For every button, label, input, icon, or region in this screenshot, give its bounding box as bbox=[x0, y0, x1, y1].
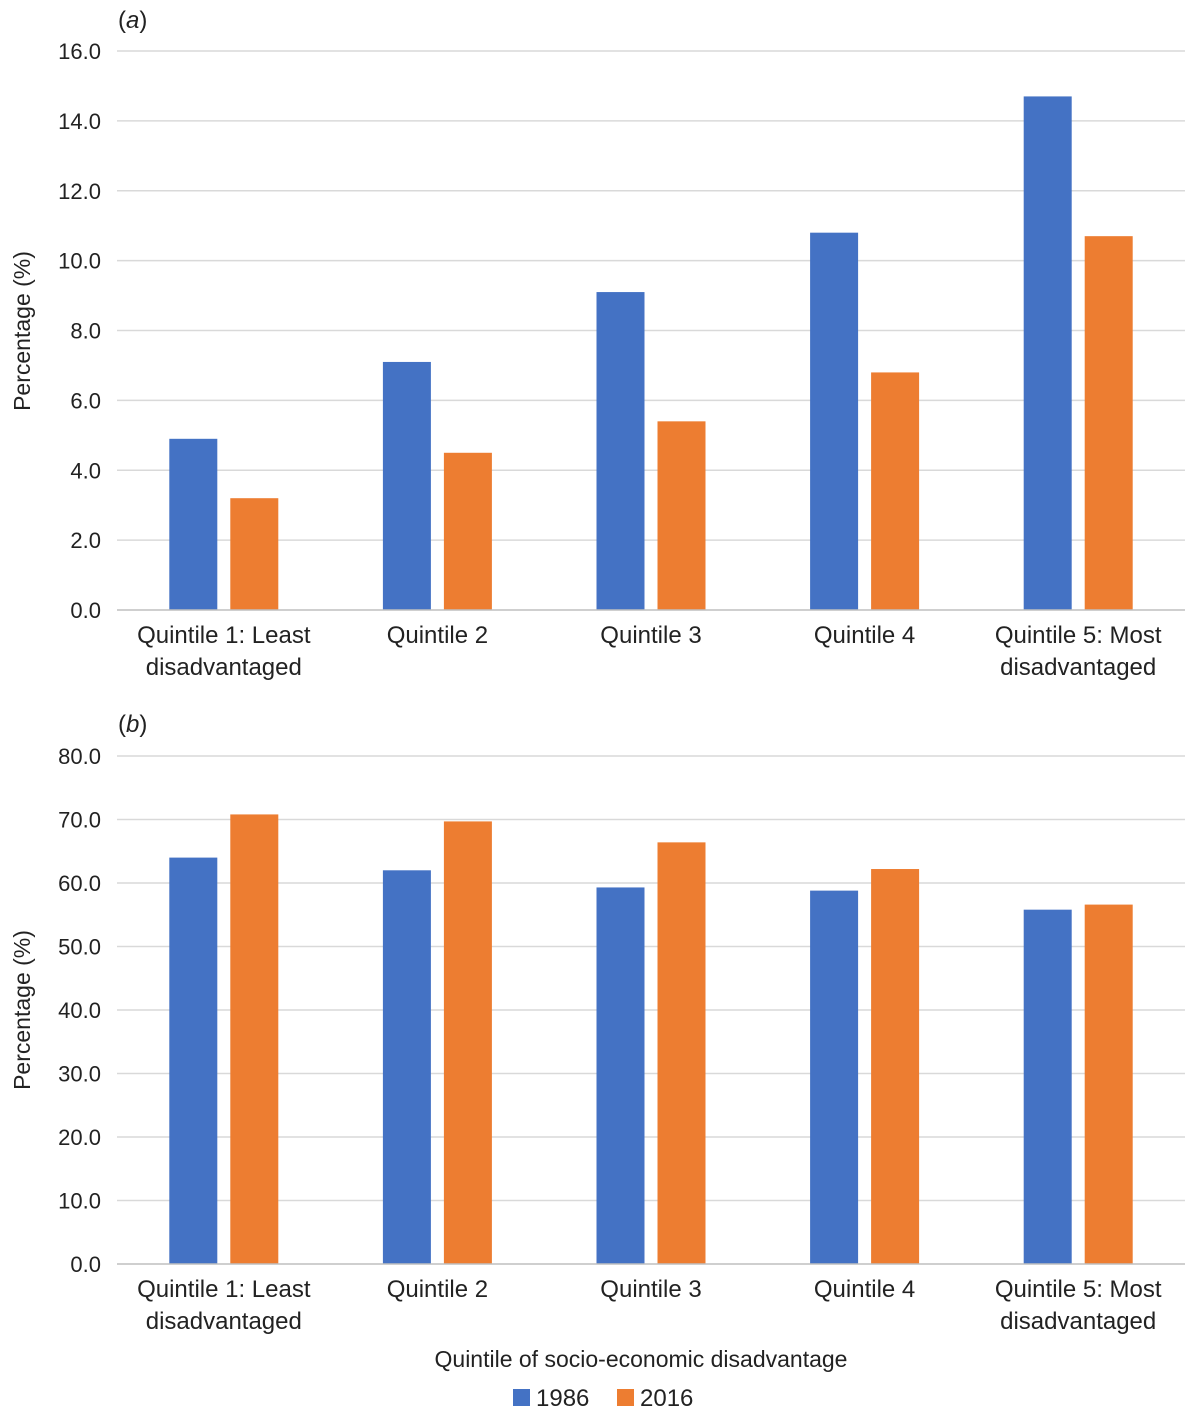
panel-b-y-tick-label: 20.0 bbox=[58, 1125, 101, 1150]
panel-a-category-label: Quintile 5: Most bbox=[995, 622, 1162, 649]
panel-a-y-tick-label: 14.0 bbox=[58, 109, 101, 134]
legend-label-2016: 2016 bbox=[640, 1385, 693, 1412]
panel-b-bar-1986-q5 bbox=[1023, 909, 1072, 1264]
panel-a-y-tick-label: 4.0 bbox=[70, 458, 101, 483]
panel-a-y-tick-label: 8.0 bbox=[70, 319, 101, 344]
panel-b-category-label: Quintile 5: Most bbox=[995, 1276, 1162, 1303]
panel-a-category-label: Quintile 4 bbox=[814, 622, 915, 649]
panel-a-y-tick-label: 16.0 bbox=[58, 39, 101, 64]
panel-a-category-label: Quintile 2 bbox=[387, 622, 488, 649]
panel-a-y-tick-label: 0.0 bbox=[70, 598, 101, 623]
panel-b-bar-1986-q2 bbox=[382, 870, 431, 1264]
panel-a-bar-1986-q4 bbox=[810, 232, 859, 611]
panel-b-label: (b) bbox=[118, 711, 147, 738]
panel-a-y-tick-label: 2.0 bbox=[70, 528, 101, 553]
legend-label-1986: 1986 bbox=[536, 1385, 589, 1412]
panel-a-bar-2016-q4 bbox=[871, 372, 920, 610]
panel-b-y-tick-label: 40.0 bbox=[58, 998, 101, 1023]
panel-b-category-label: disadvantaged bbox=[1000, 1308, 1156, 1335]
panel-b-category-labels: Quintile 1: Least disadvantaged Quintile 2… bbox=[137, 1276, 1162, 1335]
panel-a-y-tick-label: 12.0 bbox=[58, 179, 101, 204]
panel-b-category-label: disadvantaged bbox=[146, 1308, 302, 1335]
panel-b-category-label: Quintile 3 bbox=[600, 1276, 701, 1303]
legend-swatch-2016 bbox=[617, 1389, 634, 1406]
panel-a-bar-1986-q5 bbox=[1023, 96, 1072, 610]
panel-a-bar-1986-q1 bbox=[169, 438, 218, 610]
panel-a-bar-1986-q2 bbox=[382, 361, 431, 610]
panel-b-gridlines bbox=[117, 755, 1185, 1202]
panel-a-y-tick-label: 10.0 bbox=[58, 249, 101, 274]
panel-a-bar-2016-q5 bbox=[1084, 236, 1133, 610]
panel-a-label: (a) bbox=[118, 7, 147, 34]
panel-b-bar-1986-q4 bbox=[810, 890, 859, 1264]
panel-b-y-tick-label: 50.0 bbox=[58, 935, 101, 960]
panel-a-category-label: disadvantaged bbox=[1000, 654, 1156, 681]
panel-a-chart: (a) 0.0 2.0 4.0 6.0 8.0 10.0 12.0 14.0 16.0 Perc… bbox=[9, 7, 1185, 681]
panel-a-bar-1986-q3 bbox=[596, 292, 645, 610]
panel-a-y-ticks: 0.0 2.0 4.0 6.0 8.0 10.0 12.0 14.0 16.0 bbox=[58, 39, 101, 623]
panel-b-bar-1986-q3 bbox=[596, 887, 645, 1264]
panel-b-y-tick-label: 10.0 bbox=[58, 1189, 101, 1214]
panel-a-category-label: disadvantaged bbox=[146, 654, 302, 681]
panel-b-y-tick-label: 70.0 bbox=[58, 808, 101, 833]
panel-b-bar-2016-q4 bbox=[871, 869, 920, 1264]
panel-a-gridlines bbox=[117, 50, 1185, 541]
panel-b-bars bbox=[169, 814, 1133, 1264]
panel-b-y-tick-label: 0.0 bbox=[70, 1252, 101, 1277]
panel-b-y-tick-label: 80.0 bbox=[58, 744, 101, 769]
panel-a-category-label: Quintile 1: Least bbox=[137, 622, 311, 649]
panel-b-y-tick-label: 60.0 bbox=[58, 871, 101, 896]
legend-swatch-1986 bbox=[513, 1389, 530, 1406]
panel-b-bar-2016-q5 bbox=[1084, 904, 1133, 1264]
panel-b-bar-2016-q3 bbox=[657, 842, 706, 1264]
panel-b-bar-2016-q1 bbox=[230, 814, 279, 1264]
panel-b-bar-1986-q1 bbox=[169, 857, 218, 1264]
x-axis-title: Quintile of socio-economic disadvantage bbox=[435, 1346, 848, 1372]
panel-b-category-label: Quintile 4 bbox=[814, 1276, 915, 1303]
panel-a-bars bbox=[169, 96, 1133, 611]
panel-b-y-axis-title: Percentage (%) bbox=[9, 930, 35, 1090]
panel-a-y-tick-label: 6.0 bbox=[70, 388, 101, 413]
panel-a-bar-2016-q3 bbox=[657, 421, 706, 610]
panel-a-category-labels: Quintile 1: Least disadvantaged Quintile 2… bbox=[137, 622, 1162, 681]
panel-b-category-label: Quintile 1: Least bbox=[137, 1276, 311, 1303]
panel-b-chart: (b) 0.010.020.030.040.050.060.070.080.0 … bbox=[9, 711, 1185, 1335]
panel-b-y-ticks: 0.0 10.0 20.0 30.0 40.0 50.0 60.0 70.0 80.0 bbox=[58, 744, 101, 1277]
panel-a-category-label: Quintile 3 bbox=[600, 622, 701, 649]
panel-a-y-axis-title: Percentage (%) bbox=[9, 251, 35, 411]
panel-b-bar-2016-q2 bbox=[443, 821, 492, 1264]
panel-b-y-tick-label: 30.0 bbox=[58, 1062, 101, 1087]
panel-a-bar-2016-q2 bbox=[443, 452, 492, 610]
legend: 1986 2016 bbox=[513, 1385, 693, 1412]
panel-b-category-label: Quintile 2 bbox=[387, 1276, 488, 1303]
panel-a-bar-2016-q1 bbox=[230, 498, 279, 610]
